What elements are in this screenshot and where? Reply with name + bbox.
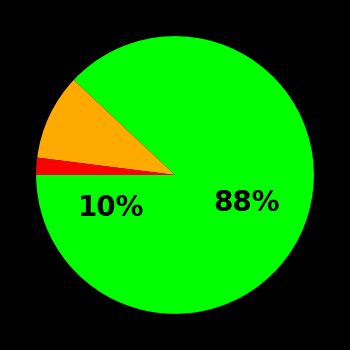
Wedge shape [36,158,175,175]
Wedge shape [36,36,314,314]
Text: 88%: 88% [213,189,279,217]
Wedge shape [37,80,175,175]
Text: 10%: 10% [77,194,144,222]
